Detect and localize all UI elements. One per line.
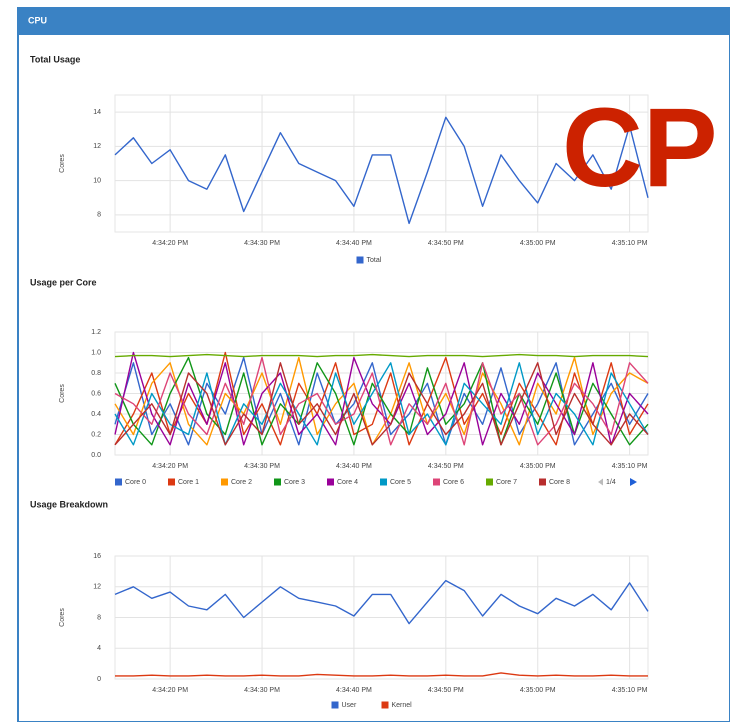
legend-label: Kernel: [392, 702, 413, 709]
x-tick-label: 4:34:20 PM: [152, 687, 188, 694]
x-tick-label: 4:34:40 PM: [336, 240, 372, 247]
legend-swatch: [274, 478, 281, 486]
legend-swatch: [380, 478, 387, 486]
y-tick-label: 14: [93, 109, 101, 116]
x-tick-label: 4:34:20 PM: [152, 463, 188, 470]
legend-swatch: [356, 256, 364, 264]
y-axis-title: Cores: [59, 154, 66, 173]
legend-swatch: [539, 478, 546, 486]
x-tick-label: 4:35:00 PM: [520, 463, 556, 470]
legend-prev: [598, 478, 603, 486]
section-title: Usage per Core: [30, 277, 97, 287]
x-tick-label: 4:34:50 PM: [428, 463, 464, 470]
y-tick-label: 12: [93, 584, 101, 591]
legend-label: Core 0: [125, 479, 146, 486]
x-tick-label: 4:35:10 PM: [612, 687, 648, 694]
series-line: [114, 356, 649, 446]
y-tick-label: 0: [97, 676, 101, 683]
legend-swatch: [221, 478, 228, 486]
x-tick-label: 4:35:00 PM: [520, 687, 556, 694]
series-line: [114, 362, 649, 446]
series-line: [114, 351, 649, 446]
x-tick-label: 4:34:40 PM: [336, 687, 372, 694]
legend-swatch: [331, 701, 339, 709]
y-tick-label: 0.8: [91, 370, 101, 377]
legend-label: Core 6: [443, 479, 464, 486]
overlay-text: CP: [562, 85, 718, 210]
legend-label: Core 4: [337, 479, 358, 486]
legend-swatch: [486, 478, 493, 486]
series-line: [114, 356, 649, 446]
legend-swatch: [433, 478, 440, 486]
series-line: [115, 672, 648, 677]
legend-page: 1/4: [606, 479, 616, 486]
panel-title: CPU: [28, 15, 47, 25]
y-tick-label: 0.6: [91, 390, 101, 397]
y-tick-label: 0.2: [91, 431, 101, 438]
series-line: [114, 353, 649, 358]
legend-swatch: [115, 478, 122, 486]
y-tick-label: 0.4: [91, 411, 101, 418]
x-tick-label: 4:34:50 PM: [428, 240, 464, 247]
y-axis-title: Cores: [59, 384, 66, 403]
legend-label: Core 7: [496, 479, 517, 486]
x-tick-label: 4:34:20 PM: [152, 240, 188, 247]
y-tick-label: 12: [93, 143, 101, 150]
x-tick-label: 4:34:30 PM: [244, 240, 280, 247]
plot-area: [114, 94, 649, 233]
x-tick-label: 4:35:10 PM: [612, 240, 648, 247]
x-tick-label: 4:35:10 PM: [612, 463, 648, 470]
legend-label: User: [342, 702, 357, 709]
x-tick-label: 4:34:50 PM: [428, 687, 464, 694]
x-tick-label: 4:35:00 PM: [520, 240, 556, 247]
section-title: Usage Breakdown: [30, 499, 108, 509]
y-tick-label: 0.0: [91, 452, 101, 459]
y-tick-label: 8: [97, 212, 101, 219]
y-tick-label: 10: [93, 177, 101, 184]
y-tick-label: 8: [97, 614, 101, 621]
x-tick-label: 4:34:40 PM: [336, 463, 372, 470]
y-tick-label: 16: [93, 553, 101, 560]
legend-label: Core 2: [231, 479, 252, 486]
legend-label: Core 8: [549, 479, 570, 486]
legend-label: Core 3: [284, 479, 305, 486]
legend-label: Total: [367, 257, 382, 264]
legend-swatch: [381, 701, 389, 709]
y-axis-title: Cores: [59, 608, 66, 627]
legend-swatch: [327, 478, 334, 486]
legend-next: [630, 478, 637, 486]
series-line: [114, 116, 649, 225]
legend-label: Core 5: [390, 479, 411, 486]
section-title: Total Usage: [30, 54, 80, 64]
x-tick-label: 4:34:30 PM: [244, 463, 280, 470]
series-line: [114, 579, 649, 625]
legend-swatch: [168, 478, 175, 486]
y-tick-label: 1.0: [91, 349, 101, 356]
series-line: [114, 356, 649, 446]
series-line: [114, 362, 649, 446]
y-tick-label: 4: [97, 645, 101, 652]
legend-label: Core 1: [178, 479, 199, 486]
y-tick-label: 1.2: [91, 329, 101, 336]
x-tick-label: 4:34:30 PM: [244, 687, 280, 694]
panel-header: [18, 8, 730, 35]
